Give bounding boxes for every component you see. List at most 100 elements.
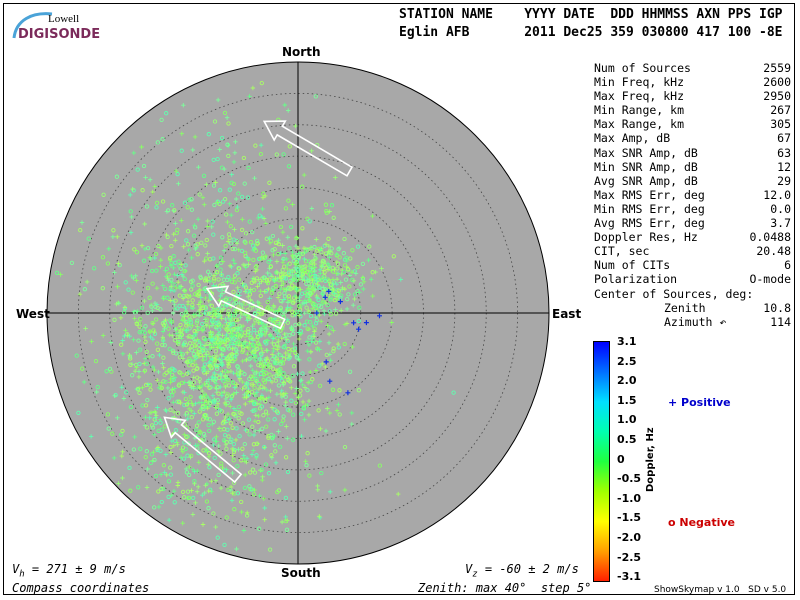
negative-source-marker	[295, 267, 300, 272]
positive-source-marker	[259, 326, 264, 331]
negative-source-marker	[313, 275, 318, 280]
positive-source-marker	[269, 455, 275, 460]
positive-source-marker	[258, 289, 263, 294]
negative-source-marker	[172, 438, 178, 443]
positive-source-marker	[279, 270, 284, 275]
negative-source-marker	[252, 349, 257, 354]
negative-source-marker	[199, 240, 204, 245]
positive-source-marker	[290, 202, 295, 207]
positive-source-marker	[148, 334, 153, 340]
negative-source-marker	[298, 314, 303, 319]
negative-source-marker	[179, 312, 184, 317]
positive-source-marker	[276, 308, 281, 313]
positive-source-marker	[199, 383, 205, 389]
negative-source-marker	[127, 465, 132, 471]
negative-source-marker	[286, 294, 292, 299]
positive-source-marker	[189, 401, 195, 406]
positive-source-marker	[262, 385, 267, 391]
negative-source-marker	[312, 244, 317, 250]
positive-source-marker	[245, 510, 250, 515]
negative-source-marker	[147, 329, 153, 334]
positive-source-marker	[265, 280, 270, 285]
positive-source-marker	[279, 388, 284, 393]
stat-label: Min Freq, kHz	[594, 75, 685, 90]
negative-source-marker	[142, 330, 148, 335]
negative-source-marker	[202, 362, 207, 367]
positive-source-marker	[188, 335, 194, 340]
negative-source-marker	[304, 463, 309, 468]
negative-source-marker	[290, 300, 296, 306]
positive-source-marker	[116, 301, 122, 306]
negative-source-marker	[226, 383, 232, 388]
positive-source-marker	[216, 342, 221, 347]
positive-source-marker	[285, 266, 290, 272]
positive-source-marker	[198, 300, 203, 305]
positive-source-marker	[243, 401, 248, 407]
negative-source-marker	[195, 318, 200, 323]
negative-source-marker	[251, 327, 257, 333]
negative-source-marker	[168, 389, 173, 394]
negative-source-marker	[225, 355, 231, 361]
positive-source-marker	[357, 290, 362, 295]
positive-source-marker	[253, 358, 258, 363]
positive-source-marker	[296, 273, 301, 278]
positive-source-marker	[268, 333, 273, 338]
positive-source-marker	[302, 385, 308, 390]
negative-source-marker	[256, 381, 262, 387]
positive-source-marker	[128, 230, 134, 235]
positive-source-marker	[339, 308, 344, 313]
positive-source-marker	[152, 432, 157, 437]
positive-source-marker	[237, 301, 242, 306]
negative-source-marker	[296, 254, 301, 259]
positive-source-marker	[215, 97, 221, 103]
negative-source-marker	[291, 364, 297, 369]
negative-source-marker	[197, 376, 202, 382]
positive-source-marker	[327, 410, 332, 416]
negative-source-marker	[256, 526, 262, 531]
negative-source-marker	[185, 229, 191, 234]
negative-source-marker	[216, 277, 221, 282]
negative-source-marker	[153, 317, 159, 322]
negative-source-marker	[128, 362, 133, 367]
negative-source-marker	[287, 246, 292, 251]
positive-source-marker	[245, 352, 250, 357]
negative-source-marker	[150, 281, 155, 286]
negative-source-marker	[236, 404, 242, 410]
positive-source-marker	[276, 339, 281, 344]
negative-source-marker	[125, 332, 130, 337]
negative-source-marker	[189, 197, 194, 202]
negative-source-marker	[291, 412, 296, 417]
positive-source-marker	[225, 370, 231, 375]
positive-doppler-marker	[314, 310, 320, 316]
negative-source-marker	[225, 392, 230, 397]
positive-source-marker	[233, 310, 238, 315]
positive-doppler-marker	[363, 320, 369, 326]
negative-source-marker	[134, 321, 139, 326]
positive-source-marker	[131, 275, 136, 281]
negative-source-marker	[272, 443, 277, 448]
negative-source-marker	[195, 366, 200, 371]
positive-source-marker	[268, 388, 273, 393]
positive-source-marker	[193, 500, 198, 505]
negative-source-marker	[336, 345, 341, 350]
positive-source-marker	[250, 85, 256, 91]
positive-source-marker	[131, 337, 136, 342]
negative-source-marker	[263, 462, 269, 467]
negative-source-marker	[330, 265, 335, 271]
negative-source-marker	[259, 311, 264, 317]
positive-source-marker	[213, 478, 219, 483]
negative-source-marker	[184, 371, 190, 376]
negative-source-marker	[153, 251, 159, 257]
stat-label: Doppler Res, Hz	[594, 230, 698, 245]
positive-source-marker	[279, 299, 285, 305]
positive-source-marker	[176, 181, 181, 186]
negative-source-marker	[211, 276, 217, 281]
positive-source-marker	[226, 239, 231, 244]
positive-source-marker	[184, 328, 189, 333]
negative-source-marker	[95, 384, 100, 390]
negative-source-marker	[264, 424, 269, 429]
positive-source-marker	[254, 370, 259, 376]
positive-source-marker	[370, 213, 375, 219]
positive-source-marker	[120, 449, 125, 454]
positive-source-marker	[127, 334, 132, 339]
